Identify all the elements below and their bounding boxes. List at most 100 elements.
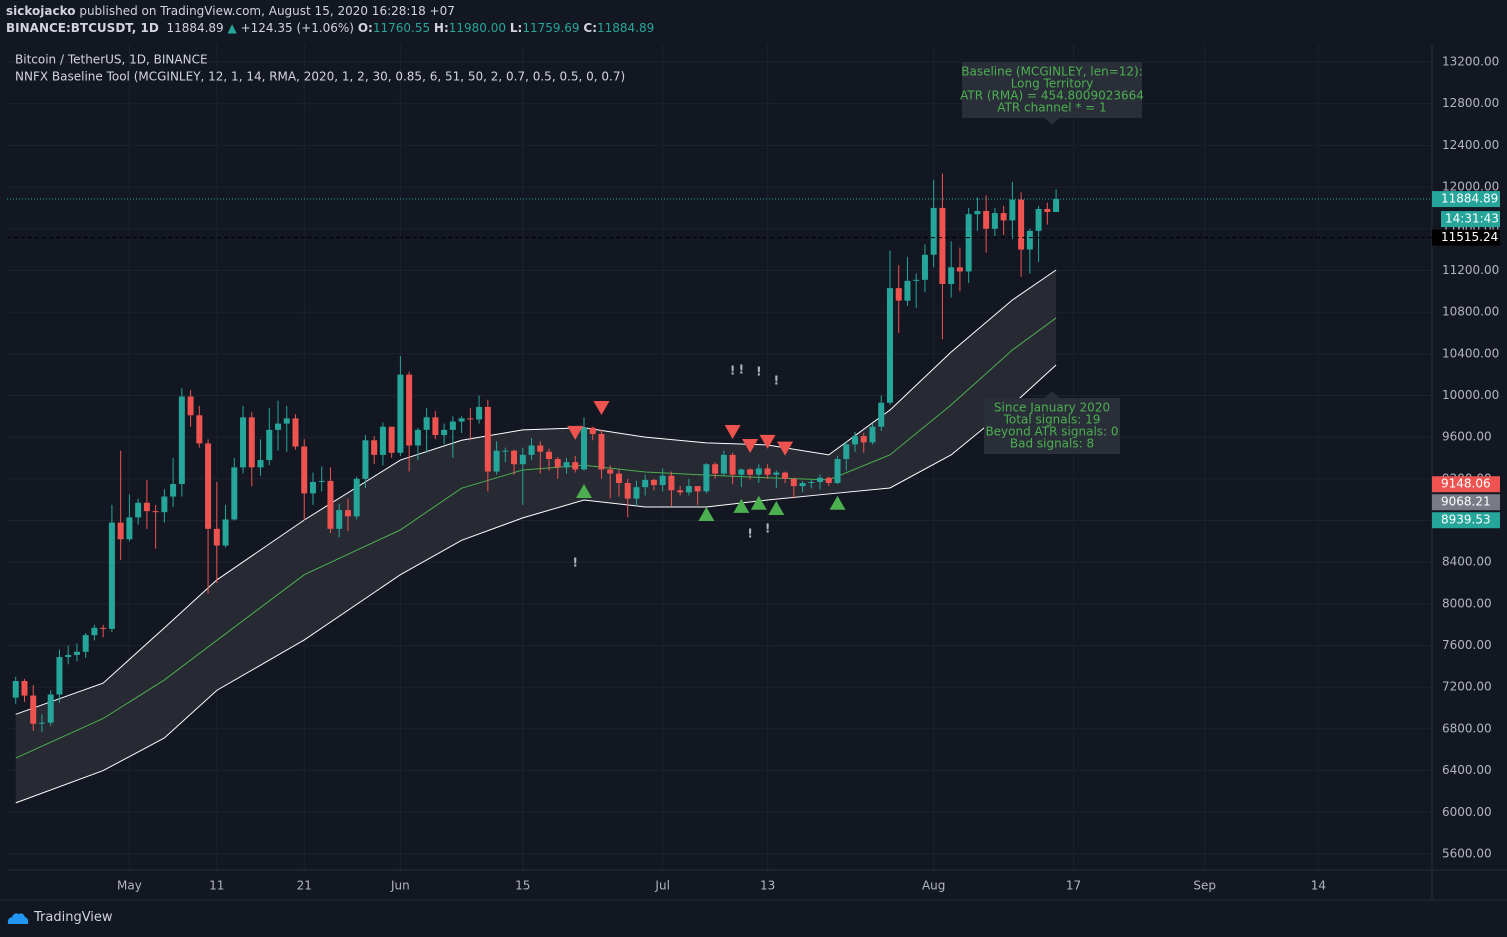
symbol: BINANCE:BTCUSDT, 1D [6,21,159,35]
candle-body [843,444,850,460]
y-tick-label: 6400.00 [1442,763,1492,777]
annotation-text: Total signals: 19 [1003,413,1101,427]
x-tick-label: 21 [297,879,312,893]
candle-body [624,482,631,499]
candle-body [965,214,972,272]
candle-body [379,426,386,455]
candle-body [747,469,754,475]
candle-body [668,475,675,491]
candle-body [56,657,63,695]
alert: ! [765,521,770,535]
candle-body [1035,208,1042,231]
author[interactable]: sickojacko [6,4,76,18]
candle-body [371,440,378,455]
x-tick-label: 14 [1311,879,1326,893]
y-tick-label: 13200.00 [1442,55,1499,69]
buy-signal [750,495,767,510]
sell-signal [724,424,741,439]
candle-body [511,450,518,465]
candle-body [537,445,544,452]
y-tick-label: 9600.00 [1442,430,1492,444]
candle-body [388,426,395,453]
candle-body [414,429,421,446]
price-tag [1432,476,1500,493]
annotation-pointer [1045,391,1059,398]
y-tick-label: 10800.00 [1442,305,1499,319]
y-tick-label: 6800.00 [1442,721,1492,735]
quote-line: BINANCE:BTCUSDT, 1D 11884.89 ▲ +124.35 (… [6,21,654,35]
price-tag [1432,229,1500,246]
buy-signal [768,501,785,516]
arrow: ▲ [227,21,237,35]
candle-body [1044,208,1051,213]
o: 11760.55 [372,21,431,35]
candle-body [563,462,570,468]
candle-body [554,459,561,468]
x-tick-label: 11 [209,879,224,893]
candle-body [65,654,72,658]
candle-body [817,477,824,482]
candle-body [484,406,491,472]
candle-body [397,374,404,453]
candle-body [170,484,177,497]
c: 11884.89 [597,21,655,35]
y-tick-label: 7200.00 [1442,680,1492,694]
candle-body [275,423,282,430]
candle-body [1000,213,1007,221]
y-tick-label: 10000.00 [1442,388,1499,402]
logo[interactable] [6,910,30,926]
alert: ! [774,373,779,387]
candle-body [799,482,806,487]
candle-body [642,479,649,488]
sell-signal [777,441,794,456]
candle-body [825,477,832,483]
candle-body [921,254,928,280]
y-tick-label: 12400.00 [1442,138,1499,152]
candle-body [764,468,771,475]
candle-body [502,450,509,452]
candle-body [309,481,316,494]
candle-body [406,374,413,446]
y-tick-label: 6000.00 [1442,805,1492,819]
price-tag-label: 11884.89 [1441,192,1498,206]
candle-body [126,517,133,540]
candle-body [650,479,657,486]
alert: ! [747,526,752,540]
candle-body [205,443,212,529]
candle-body [869,426,876,443]
candle-body [913,279,920,281]
x-tick-label: 13 [760,879,775,893]
y-tick-label: 7600.00 [1442,638,1492,652]
price-tag [1432,494,1500,511]
x-tick-label: Jun [390,879,410,893]
x-tick-label: Aug [922,879,945,893]
candle-body [878,402,885,427]
change: +124.35 (+1.06%) [240,21,354,35]
candle-body [685,486,692,493]
candle-body [467,418,474,420]
price-tag-label: 9068.21 [1441,495,1491,509]
sell-signal [759,434,776,449]
candle-body [519,454,526,465]
legend-text: Bitcoin / TetherUS, 1D, BINANCE [15,53,208,67]
x-tick-label: May [117,879,142,893]
candle-body [860,436,867,443]
l: 11759.69 [522,21,580,35]
candle-body [738,469,745,475]
candle-body [100,627,107,629]
brand[interactable]: TradingView [34,910,113,925]
y-tick-label: 8000.00 [1442,596,1492,610]
candle-body [458,418,465,422]
candle-body [432,417,439,436]
candle-body [808,481,815,483]
candle-body [974,211,981,215]
published: published on TradingView.com, August 15,… [79,4,455,18]
candle-body [47,694,54,723]
l-label: L: [509,21,523,35]
lower-band [15,364,1057,804]
candle-body [449,421,456,430]
sell-signal [593,400,610,415]
candle-body [108,522,115,629]
